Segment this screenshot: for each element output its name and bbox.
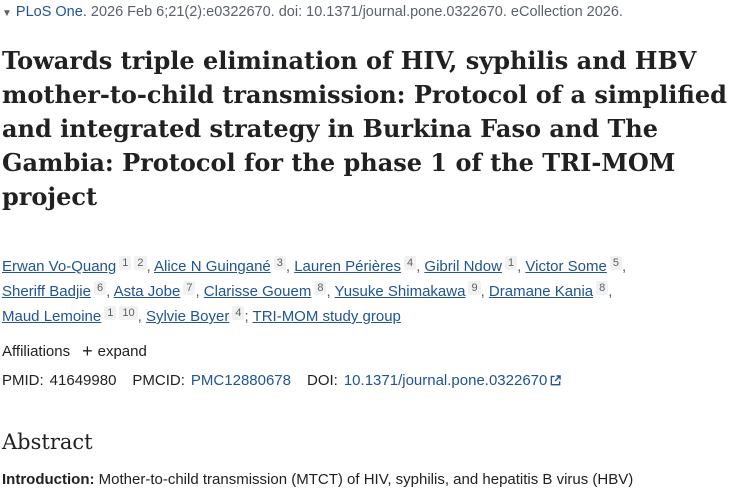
pmcid-label: PMCID: — [132, 372, 185, 389]
author-link[interactable]: Sylvie Boyer — [145, 308, 230, 325]
author-separator: , — [146, 258, 155, 275]
author-separator: , — [480, 283, 489, 300]
affiliation-number[interactable]: 1 — [119, 256, 132, 270]
journal-link[interactable]: PLoS One. — [15, 4, 87, 20]
authors-line-1: Erwan Vo-Quang 1 2, Alice N Guingané 3, Lau… — [2, 254, 742, 279]
author-link[interactable]: Victor Some — [525, 258, 607, 275]
author-separator: , — [285, 258, 295, 275]
affiliation-number[interactable]: 3 — [273, 256, 286, 270]
affiliation-number[interactable]: 1 — [504, 256, 518, 270]
affiliations-expand-button[interactable]: + expand — [82, 341, 147, 361]
study-group-link[interactable]: TRI-MOM study group — [252, 308, 401, 325]
author-link[interactable]: Yusuke Shimakawa — [334, 283, 466, 300]
affiliation-number[interactable]: 7 — [183, 281, 196, 295]
abstract-heading: Abstract — [2, 430, 93, 454]
doi-link[interactable]: 10.1371/journal.pone.0322670 — [343, 372, 548, 389]
affiliation-number[interactable]: 8 — [314, 281, 327, 295]
authors-list: Erwan Vo-Quang 1 2, Alice N Guingané 3, Lau… — [2, 254, 742, 329]
plus-icon: + — [82, 341, 93, 361]
affiliation-number[interactable]: 8 — [596, 281, 609, 295]
identifiers-row: PMID: 41649980 PMCID: PMC12880678 DOI: 1… — [2, 372, 562, 389]
author-separator: , — [106, 283, 114, 300]
author-separator: , — [608, 283, 613, 300]
article-title: Towards triple elimination of HIV, syphi… — [2, 46, 727, 211]
abstract-introduction: Introduction: Mother-to-child transmissi… — [2, 471, 633, 488]
external-link-icon[interactable] — [550, 375, 562, 386]
caret-down-icon[interactable]: ▼ — [2, 8, 12, 19]
affiliation-number[interactable]: 5 — [609, 256, 622, 270]
affiliation-number[interactable]: 9 — [468, 281, 481, 295]
author-link[interactable]: Clarisse Gouem — [203, 283, 312, 300]
authors-line-2: Sheriff Badjie 6, Asta Jobe 7, Clarisse Go… — [2, 279, 742, 304]
citation-details: 2026 Feb 6;21(2):e0322670. doi: 10.1371/… — [90, 4, 623, 20]
author-link[interactable]: Gibril Ndow — [424, 258, 502, 275]
pmcid-link[interactable]: PMC12880678 — [190, 372, 291, 389]
author-link[interactable]: Maud Lemoine — [2, 308, 102, 325]
affiliation-number[interactable]: 1 — [104, 306, 117, 320]
expand-label: expand — [97, 343, 147, 360]
author-link[interactable]: Lauren Périères — [294, 258, 401, 275]
introduction-label: Introduction: — [2, 471, 95, 488]
author-separator: , — [517, 258, 526, 275]
affiliations-label: Affiliations — [2, 343, 71, 360]
author-separator: , — [137, 308, 146, 325]
affiliations-row: Affiliations + expand — [2, 341, 147, 361]
introduction-text: Mother-to-child transmission (MTCT) of H… — [98, 471, 634, 488]
author-link[interactable]: Sheriff Badjie — [2, 283, 91, 300]
pmid-value: 41649980 — [49, 372, 117, 389]
authors-line-3: Maud Lemoine 1 10, Sylvie Boyer 4; TRI-MOM … — [2, 304, 742, 329]
affiliation-number[interactable]: 6 — [93, 281, 107, 295]
affiliation-number[interactable]: 2 — [134, 256, 147, 270]
author-separator: , — [416, 258, 425, 275]
doi-label: DOI: — [307, 372, 338, 389]
author-separator: , — [195, 283, 204, 300]
author-separator: , — [326, 283, 335, 300]
pmid-label: PMID: — [2, 372, 44, 389]
affiliation-number[interactable]: 4 — [232, 306, 245, 320]
affiliation-number[interactable]: 4 — [403, 256, 417, 270]
author-link[interactable]: Dramane Kania — [488, 283, 594, 300]
author-separator: , — [621, 258, 627, 275]
author-link[interactable]: Asta Jobe — [113, 283, 181, 300]
author-link[interactable]: Alice N Guingané — [154, 258, 271, 275]
author-link[interactable]: Erwan Vo-Quang — [2, 258, 117, 275]
author-separator: ; — [244, 308, 253, 325]
citation-line: ▼ PLoS One. 2026 Feb 6;21(2):e0322670. do… — [2, 4, 623, 20]
affiliation-number[interactable]: 10 — [119, 306, 138, 320]
